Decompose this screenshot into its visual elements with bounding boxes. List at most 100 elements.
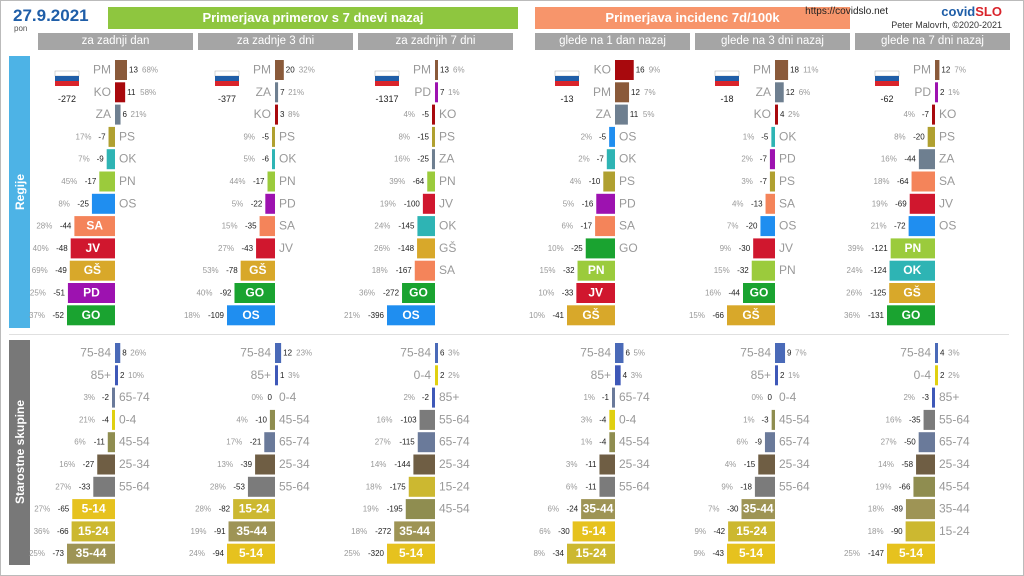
region-0-7-label: SA — [86, 219, 103, 233]
age-5-7-bar — [905, 499, 935, 520]
region-1-6-bar — [265, 193, 275, 214]
age-4-7-label: 35-44 — [743, 502, 774, 516]
weekday: pon — [14, 24, 28, 33]
region-3-10-value: -33 — [562, 289, 574, 298]
age-3-0-label: 75-84 — [580, 346, 611, 360]
region-5-10-bar — [889, 283, 935, 303]
age-3-0-bar — [615, 343, 624, 363]
region-4-11-bar — [727, 305, 775, 326]
flag-blue-0 — [55, 76, 79, 81]
flag-blue-4 — [715, 76, 739, 81]
region-5-7-label: OS — [939, 219, 956, 233]
region-2-7-value: -145 — [398, 222, 415, 231]
age-4-4-label: 65-74 — [779, 435, 810, 449]
region-1-7-value: -35 — [245, 222, 257, 231]
age-5-5-value: -58 — [901, 460, 913, 469]
age-4-3-label: 45-54 — [779, 412, 810, 426]
region-2-0-value: 13 — [440, 66, 449, 75]
age-3-4-bar — [609, 432, 615, 453]
region-3-10-label: JV — [588, 286, 603, 300]
age-3-3-value: -4 — [599, 415, 607, 424]
age-3-2-label: 65-74 — [619, 390, 650, 404]
age-3-5-pct: 3% — [566, 460, 578, 469]
age-3-7-bar — [581, 499, 615, 520]
age-5-4-bar — [918, 432, 935, 453]
age-3-5-value: -11 — [586, 460, 598, 469]
age-3-3-pct: 3% — [581, 415, 593, 424]
age-0-3-bar — [112, 409, 115, 430]
flag-white-0 — [54, 70, 80, 77]
col-header-5: glede na 3 dni nazaj — [695, 33, 850, 50]
region-0-0-label: PM — [93, 63, 111, 77]
age-0-1-pct: 10% — [128, 371, 144, 380]
age-4-1-pct: 1% — [788, 371, 800, 380]
region-2-2-label: KO — [439, 107, 456, 121]
region-0-9-label: GŠ — [84, 262, 101, 277]
region-4-1-label: ZA — [756, 85, 771, 99]
age-4-8-pct: 9% — [695, 527, 707, 536]
region-3-10-bar — [576, 283, 615, 303]
region-4-3-pct: 1% — [743, 132, 755, 141]
age-1-9-pct: 24% — [189, 549, 205, 558]
flag-blue-5 — [875, 76, 899, 81]
age-2-0-label: 75-84 — [400, 346, 431, 360]
age-2-1-value: 2 — [440, 371, 445, 380]
flag-blue-1 — [215, 76, 239, 81]
age-4-0-label: 75-84 — [740, 346, 771, 360]
region-5-11-pct: 36% — [844, 311, 860, 320]
region-0-4-bar — [106, 149, 115, 170]
region-0-1-value: 11 — [127, 88, 136, 97]
age-4-6-value: -18 — [740, 482, 752, 491]
region-4-5-value: -7 — [760, 177, 768, 186]
region-2-4-value: -25 — [417, 155, 429, 164]
region-3-4-label: OK — [619, 152, 636, 166]
region-4-6-label: SA — [779, 196, 795, 210]
flag-white-4 — [714, 70, 740, 77]
age-1-3-bar — [269, 409, 275, 430]
region-5-5-label: SA — [939, 174, 955, 188]
age-1-2-value: 0 — [268, 393, 273, 402]
slo-total-1: -377 — [218, 94, 236, 104]
age-1-1-pct: 3% — [288, 371, 300, 380]
age-3-2-pct: 1% — [583, 393, 595, 402]
age-0-8-value: -66 — [57, 527, 69, 536]
region-3-3-value: -5 — [599, 132, 607, 141]
source-url[interactable]: https://covidslo.net — [805, 6, 888, 17]
region-0-4-label: OK — [119, 152, 136, 166]
age-1-9-bar — [227, 543, 275, 564]
age-5-5-pct: 14% — [878, 460, 894, 469]
age-1-6-pct: 28% — [210, 482, 226, 491]
region-2-7-bar — [417, 216, 435, 237]
region-2-0-bar — [435, 60, 438, 80]
region-1-0-bar — [275, 60, 284, 80]
brand-part-b: SLO — [975, 4, 1002, 19]
region-5-8-label: PN — [904, 241, 921, 255]
region-0-11-bar — [67, 305, 115, 326]
age-4-3-value: -3 — [762, 415, 770, 424]
region-3-4-pct: 2% — [578, 155, 590, 164]
age-1-8-pct: 19% — [191, 527, 207, 536]
region-5-4-label: ZA — [939, 152, 954, 166]
age-5-9-pct: 25% — [844, 549, 860, 558]
flag-white-1 — [214, 70, 240, 77]
region-5-1-pct: 1% — [948, 88, 960, 97]
age-2-2-value: -2 — [422, 393, 430, 402]
age-0-7-bar — [72, 499, 115, 520]
region-5-3-label: PS — [939, 129, 955, 143]
age-2-2-label: 85+ — [439, 390, 459, 404]
age-4-4-value: -9 — [755, 438, 763, 447]
region-0-10-pct: 25% — [30, 289, 46, 298]
region-5-7-pct: 21% — [871, 222, 887, 231]
region-1-10-label: GO — [245, 286, 264, 300]
region-4-2-value: 4 — [780, 110, 785, 119]
region-1-1-value: 7 — [280, 88, 285, 97]
age-5-8-label: 15-24 — [939, 524, 970, 538]
region-2-11-label: OS — [402, 308, 419, 322]
age-4-4-pct: 6% — [736, 438, 748, 447]
age-5-7-label: 35-44 — [939, 502, 970, 516]
age-3-2-value: -1 — [602, 393, 610, 402]
region-5-4-pct: 16% — [881, 155, 897, 164]
report-date: 27.9.2021 — [13, 6, 89, 25]
age-2-1-pct: 2% — [448, 371, 460, 380]
slo-total-4: -18 — [720, 94, 733, 104]
